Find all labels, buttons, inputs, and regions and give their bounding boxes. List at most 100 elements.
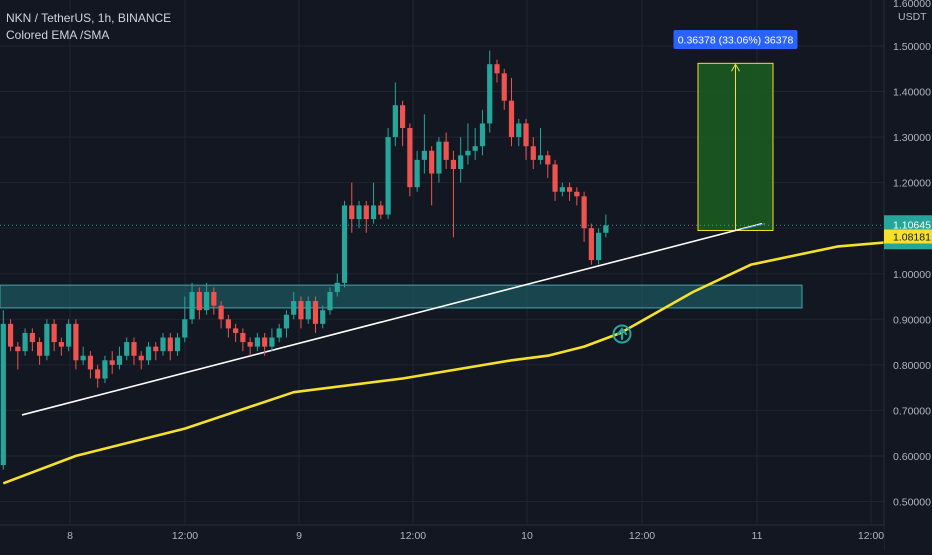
candle-body xyxy=(15,346,21,352)
candle-body xyxy=(174,337,181,352)
time-tick-label: 12:00 xyxy=(400,530,426,542)
candle-body xyxy=(305,301,311,320)
candle-body xyxy=(58,342,64,347)
candle-body xyxy=(291,301,297,315)
candle-body xyxy=(596,232,602,261)
candle-body xyxy=(501,73,507,101)
candle-body xyxy=(233,328,239,333)
ema-badge xyxy=(884,229,932,244)
candle-body xyxy=(254,337,260,347)
candle-body xyxy=(508,100,515,138)
candle-body xyxy=(385,137,391,215)
indicator-label[interactable]: Colored EMA /SMA xyxy=(6,28,110,42)
candle-body xyxy=(131,342,137,356)
candle-body xyxy=(22,332,28,352)
candle-body xyxy=(363,205,369,220)
last-price-value: 1.10645 xyxy=(893,219,931,231)
candle-body xyxy=(421,150,427,160)
candle-body xyxy=(603,225,609,233)
candle-body xyxy=(283,314,290,329)
currency-label: USDT xyxy=(898,11,927,23)
candle-body xyxy=(160,337,166,352)
candle-body xyxy=(138,355,144,361)
price-tick-label: 1.40000 xyxy=(893,87,931,99)
candle-body xyxy=(312,301,319,324)
candle-body xyxy=(588,228,594,261)
candle-body xyxy=(203,291,210,311)
candle-body xyxy=(414,159,420,188)
candle-body xyxy=(341,205,348,283)
candle-body xyxy=(334,282,340,292)
price-tick-label: 0.90000 xyxy=(893,314,931,326)
support-zone[interactable] xyxy=(0,284,803,309)
candle-body xyxy=(327,291,333,311)
candle-body xyxy=(167,337,173,352)
measure-label-badge xyxy=(673,30,798,49)
measure-arrow-head xyxy=(731,63,740,72)
candle-body xyxy=(436,141,442,174)
candle-body xyxy=(225,319,231,329)
time-tick-label: 10 xyxy=(521,530,533,542)
candle-body xyxy=(73,323,79,361)
price-tick-label: 1.50000 xyxy=(893,41,931,53)
time-tick-label: 12:00 xyxy=(629,530,655,542)
price-tick-label: 1.30000 xyxy=(893,132,931,144)
candle-body xyxy=(124,342,130,356)
price-tick-label: 0.50000 xyxy=(893,497,931,509)
candle-body xyxy=(145,346,152,361)
candle-body xyxy=(51,323,57,343)
measure-label: 0.36378 (33.06%) 36378 xyxy=(678,35,794,47)
candle-body xyxy=(450,159,457,169)
candle-body xyxy=(211,291,217,306)
time-tick-label: 9 xyxy=(296,530,302,542)
candle-body xyxy=(356,205,362,220)
price-tick-label: 1.00000 xyxy=(893,269,931,281)
candle-body xyxy=(370,205,377,220)
ema-line[interactable] xyxy=(2,237,932,485)
candle-body xyxy=(298,301,304,320)
candle-body xyxy=(189,291,195,320)
price-axis xyxy=(884,0,932,550)
candle-body xyxy=(566,187,573,192)
candle-body xyxy=(494,64,500,74)
candle-body xyxy=(581,196,587,229)
candle-body xyxy=(545,155,551,165)
candle-body xyxy=(537,155,544,160)
symbol-title[interactable]: NKN / TetherUS, 1h, BINANCE xyxy=(6,11,172,25)
candle-body xyxy=(240,332,246,343)
signal-arrow xyxy=(616,327,628,341)
candle-body xyxy=(276,328,282,338)
candle-body xyxy=(479,123,486,147)
candle-body xyxy=(443,141,449,160)
candle-body xyxy=(87,355,94,370)
candle-body xyxy=(320,310,326,324)
candle-body xyxy=(559,187,565,192)
candle-body xyxy=(95,369,101,379)
candle-body xyxy=(458,155,464,169)
candle-body xyxy=(182,319,188,338)
candle-body xyxy=(153,346,159,352)
candle-body xyxy=(7,323,14,347)
candle-body xyxy=(407,127,413,188)
candle-body xyxy=(429,150,435,174)
time-tick-label: 12:00 xyxy=(858,530,884,542)
candle-body xyxy=(102,360,108,379)
candle-body xyxy=(0,323,6,466)
candle-body xyxy=(80,355,86,361)
candle-body xyxy=(262,337,268,347)
candle-body xyxy=(378,205,384,215)
candle-body xyxy=(29,332,35,343)
candle-body xyxy=(465,150,471,156)
candle-body xyxy=(44,323,50,356)
candle-body xyxy=(392,105,398,138)
candle-body xyxy=(218,305,224,320)
candle-body xyxy=(269,337,275,347)
candle-body xyxy=(487,64,493,124)
candle-body xyxy=(66,323,72,347)
candle-body xyxy=(552,164,558,192)
trendline-extension xyxy=(740,223,766,231)
price-tick-label: 1.20000 xyxy=(893,178,931,190)
trendline[interactable] xyxy=(21,222,763,416)
